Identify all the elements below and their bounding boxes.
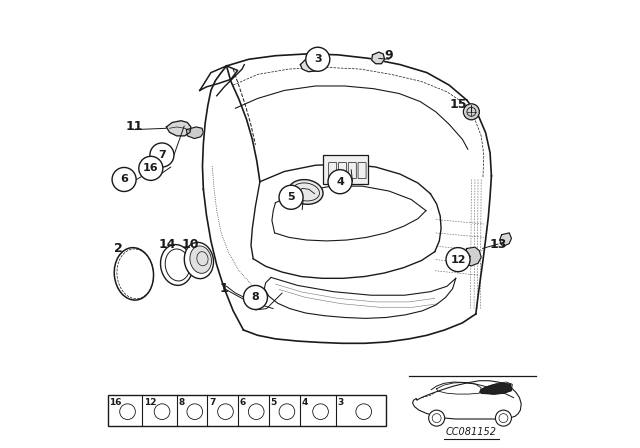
FancyBboxPatch shape xyxy=(323,155,368,184)
Text: 1: 1 xyxy=(220,282,228,295)
Ellipse shape xyxy=(184,242,214,279)
Polygon shape xyxy=(186,127,204,138)
Polygon shape xyxy=(480,383,511,394)
Text: 5: 5 xyxy=(287,192,295,202)
Ellipse shape xyxy=(190,246,211,273)
Text: 2: 2 xyxy=(114,242,123,255)
Text: 6: 6 xyxy=(240,398,246,407)
Text: 11: 11 xyxy=(125,120,143,133)
Text: 3: 3 xyxy=(338,398,344,407)
Ellipse shape xyxy=(289,180,323,204)
Circle shape xyxy=(139,156,163,181)
Ellipse shape xyxy=(161,245,193,285)
Text: 7: 7 xyxy=(158,150,166,160)
Ellipse shape xyxy=(165,249,190,281)
Text: 13: 13 xyxy=(490,237,507,250)
Bar xyxy=(108,396,386,426)
Text: 4: 4 xyxy=(301,398,308,407)
Text: 5: 5 xyxy=(271,398,277,407)
Text: 16: 16 xyxy=(143,164,159,173)
Text: 6: 6 xyxy=(120,174,128,185)
Text: 12: 12 xyxy=(451,254,466,265)
Polygon shape xyxy=(372,52,385,64)
Text: 10: 10 xyxy=(181,237,199,250)
Circle shape xyxy=(306,47,330,71)
Text: 16: 16 xyxy=(109,398,122,407)
Polygon shape xyxy=(166,121,191,136)
Text: 8: 8 xyxy=(252,293,259,302)
Text: 14: 14 xyxy=(159,237,177,250)
Ellipse shape xyxy=(115,248,154,300)
Text: 4: 4 xyxy=(336,177,344,187)
Circle shape xyxy=(243,285,268,310)
Text: CC081152: CC081152 xyxy=(446,427,497,437)
Circle shape xyxy=(279,185,303,209)
Circle shape xyxy=(446,248,470,271)
Polygon shape xyxy=(300,56,324,72)
Text: 12: 12 xyxy=(144,398,156,407)
Circle shape xyxy=(495,410,511,426)
Text: 3: 3 xyxy=(314,54,321,64)
Circle shape xyxy=(150,143,174,167)
Text: 15: 15 xyxy=(449,98,467,111)
Circle shape xyxy=(112,168,136,191)
Circle shape xyxy=(463,104,479,120)
Circle shape xyxy=(328,170,352,194)
Text: 7: 7 xyxy=(209,398,216,407)
Text: 8: 8 xyxy=(179,398,185,407)
Polygon shape xyxy=(500,233,511,246)
Text: 9: 9 xyxy=(385,49,394,62)
Polygon shape xyxy=(463,247,481,266)
Circle shape xyxy=(429,410,445,426)
